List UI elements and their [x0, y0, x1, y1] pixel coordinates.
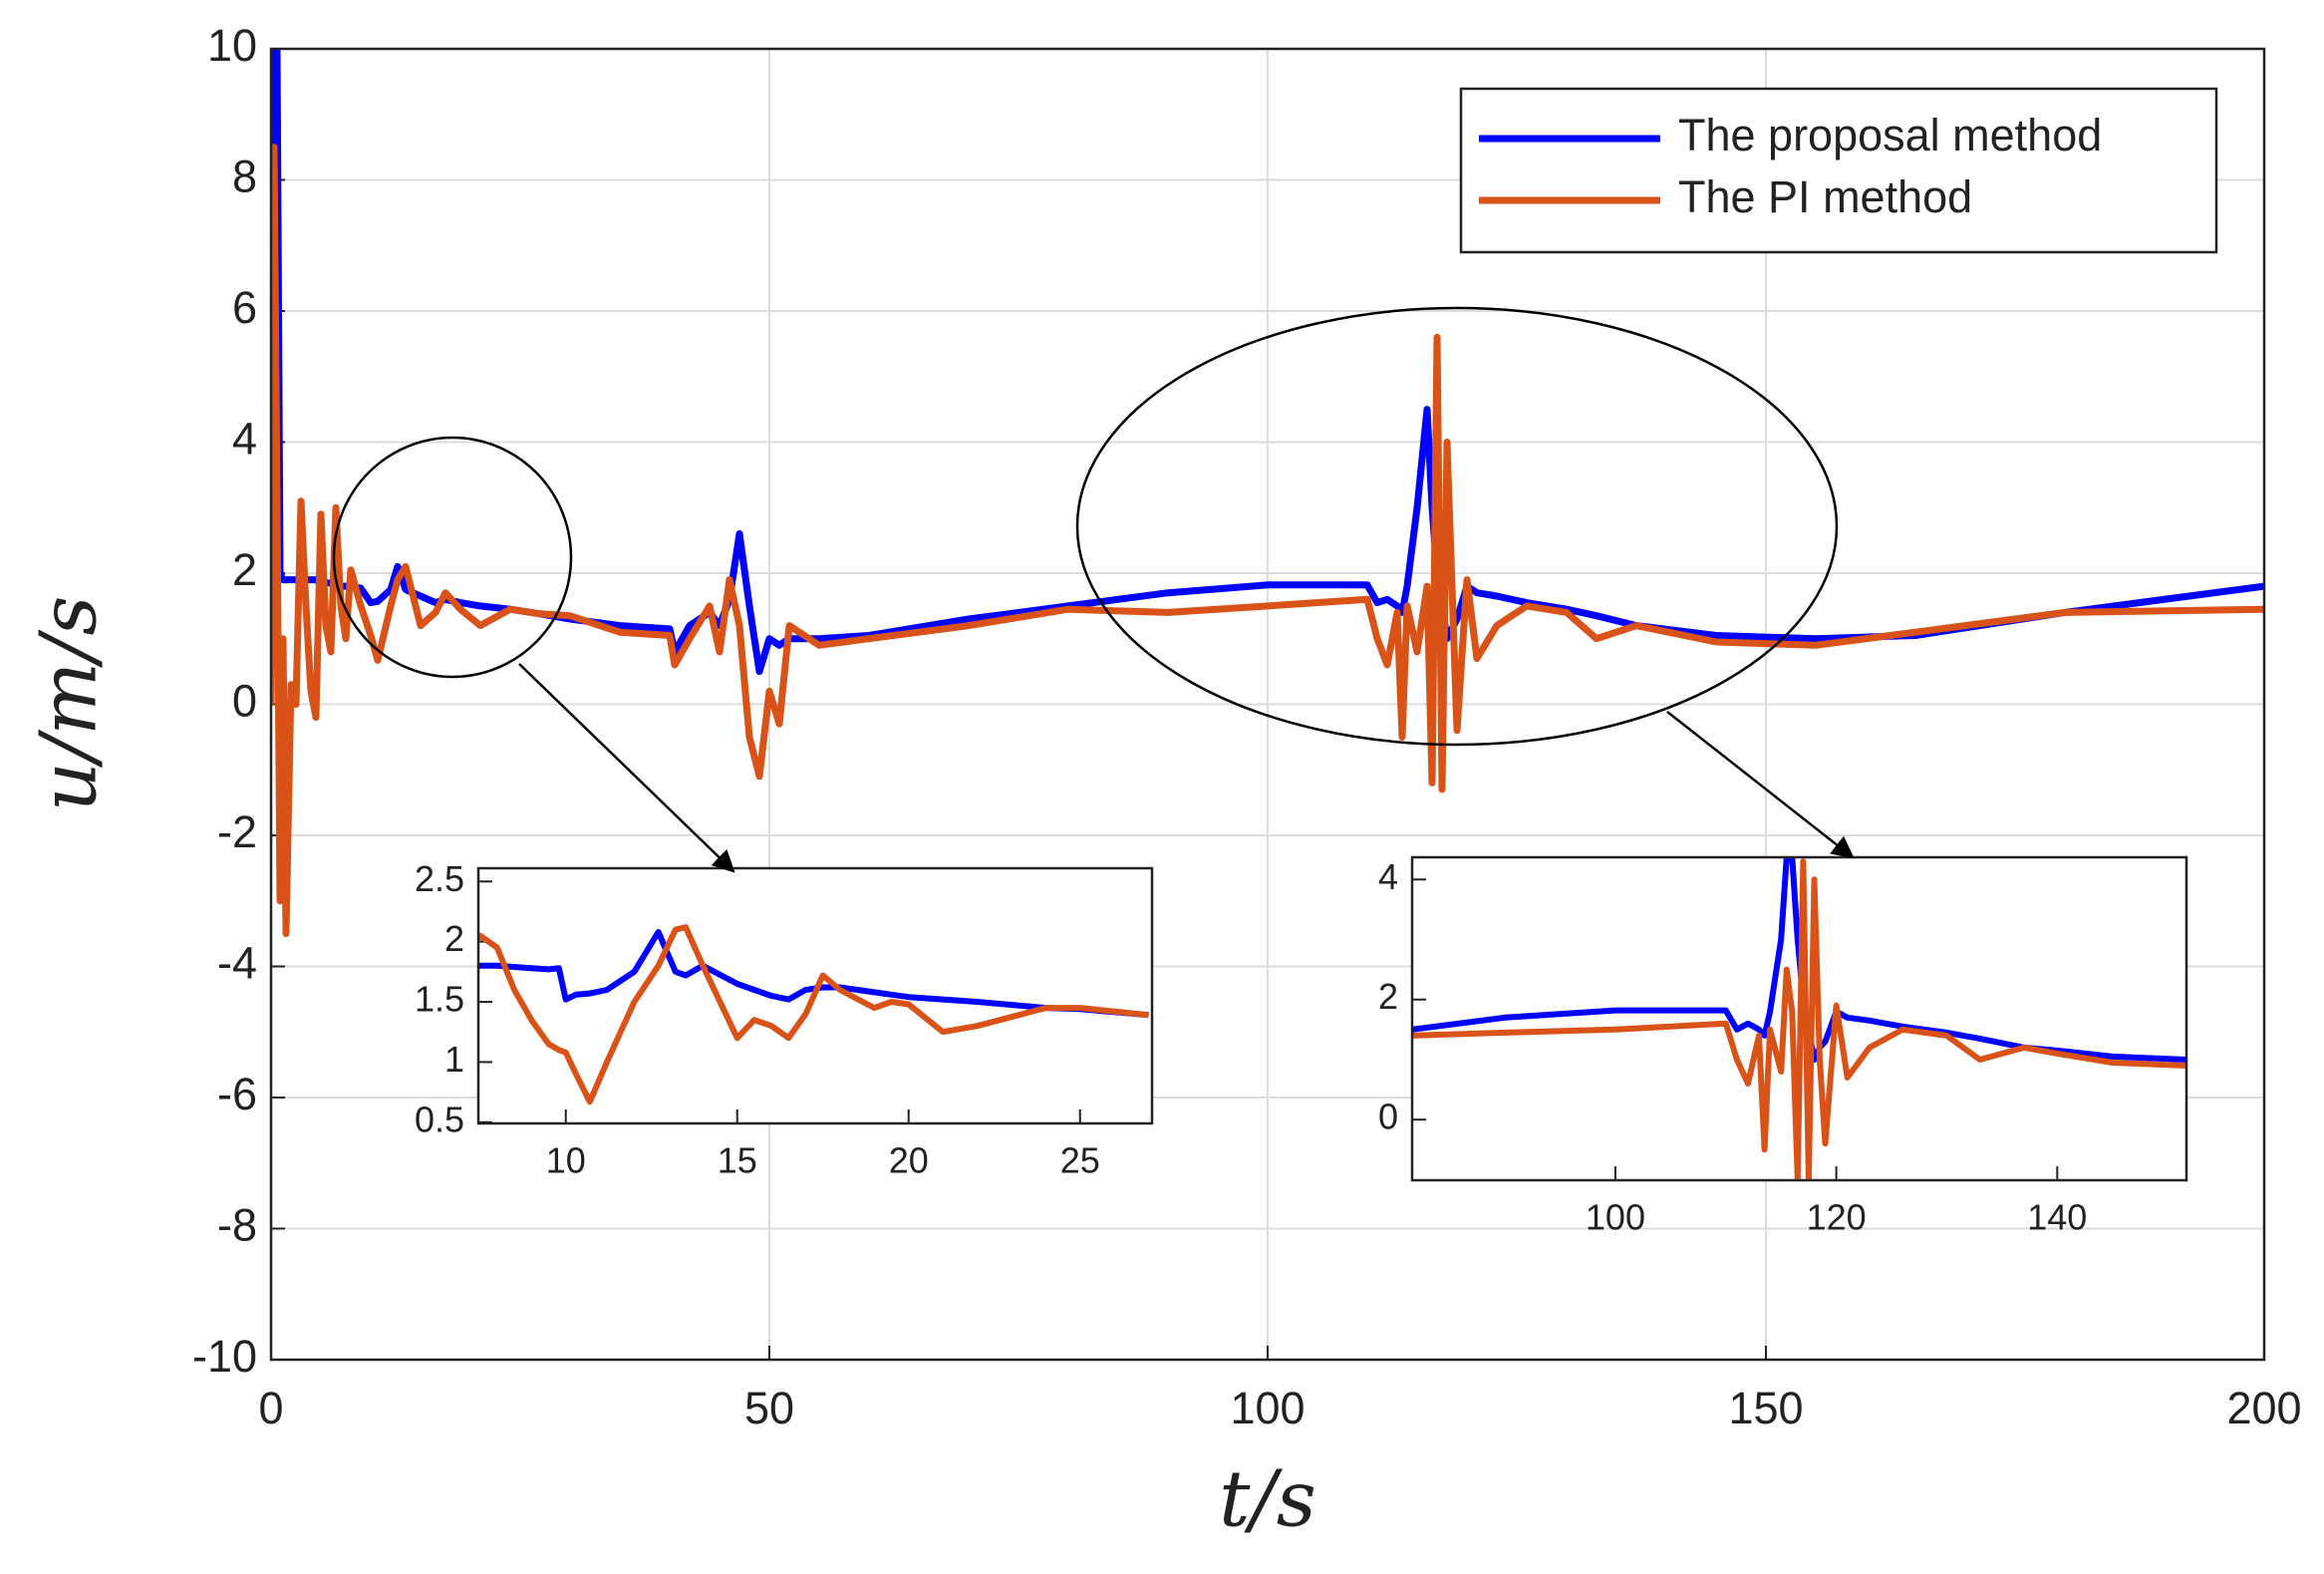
y-tick-label: -10 [192, 1331, 257, 1382]
x-tick-label: 25 [1060, 1140, 1100, 1181]
y-tick-label: -4 [217, 937, 257, 988]
legend-label: The PI method [1678, 171, 1972, 222]
y-axis-label: u/m/s [25, 596, 115, 812]
x-tick-label: 200 [2226, 1383, 2301, 1433]
y-tick-label: 2 [444, 918, 464, 959]
x-axis-label: t/s [1219, 1455, 1316, 1545]
y-tick-label: 4 [232, 413, 257, 464]
plot: 100 120 140 0 2 4 [1378, 855, 2188, 1238]
x-tick-label: 20 [889, 1140, 929, 1181]
x-tick-label: 10 [546, 1140, 586, 1181]
y-tick-label: 0.5 [415, 1099, 464, 1139]
y-tick-label: 4 [1378, 856, 1398, 897]
legend: The proposal method The PI method [1459, 87, 2218, 254]
plot-frame [476, 866, 1154, 1125]
y-tick-label: 2 [232, 544, 257, 595]
y-tick-label: 1 [444, 1039, 464, 1080]
y-tick-label: 10 [207, 20, 257, 71]
legend-label: The proposal method [1678, 110, 2102, 160]
zoom-arrow [1666, 711, 1855, 859]
legend-box [1459, 87, 2218, 254]
plot-frame [1410, 855, 2188, 1182]
y-tick-label: -8 [217, 1199, 257, 1250]
zoom-ellipse [332, 436, 573, 679]
series-line [478, 924, 1149, 1105]
y-tick-label: 2 [1378, 976, 1398, 1017]
y-tick-label: -6 [217, 1069, 257, 1119]
plot-frame [269, 47, 2266, 1362]
x-tick-label: 0 [258, 1383, 283, 1433]
zoom-ellipse [1075, 306, 1839, 747]
y-tick-label: 6 [232, 282, 257, 333]
series-line [271, 144, 2264, 938]
y-tick-label: -2 [217, 806, 257, 857]
y-tick-label: 0 [1378, 1097, 1398, 1137]
x-tick-label: 150 [1728, 1383, 1803, 1433]
y-tick-label: 0 [232, 675, 257, 726]
x-tick-label: 100 [1586, 1197, 1645, 1238]
x-tick-label: 140 [2027, 1197, 2087, 1238]
x-tick-label: 100 [1230, 1383, 1305, 1433]
x-tick-label: 50 [744, 1383, 794, 1433]
y-tick-label: 2.5 [415, 858, 464, 899]
zoom-arrow [518, 663, 735, 873]
plot: 10 15 20 25 0.5 1 1.5 2 2.5 [415, 858, 1154, 1181]
y-tick-label: 8 [232, 151, 257, 201]
x-tick-label: 15 [718, 1140, 757, 1181]
x-tick-label: 120 [1807, 1197, 1867, 1238]
y-tick-label: 1.5 [415, 979, 464, 1020]
series-line [1412, 858, 2186, 1180]
